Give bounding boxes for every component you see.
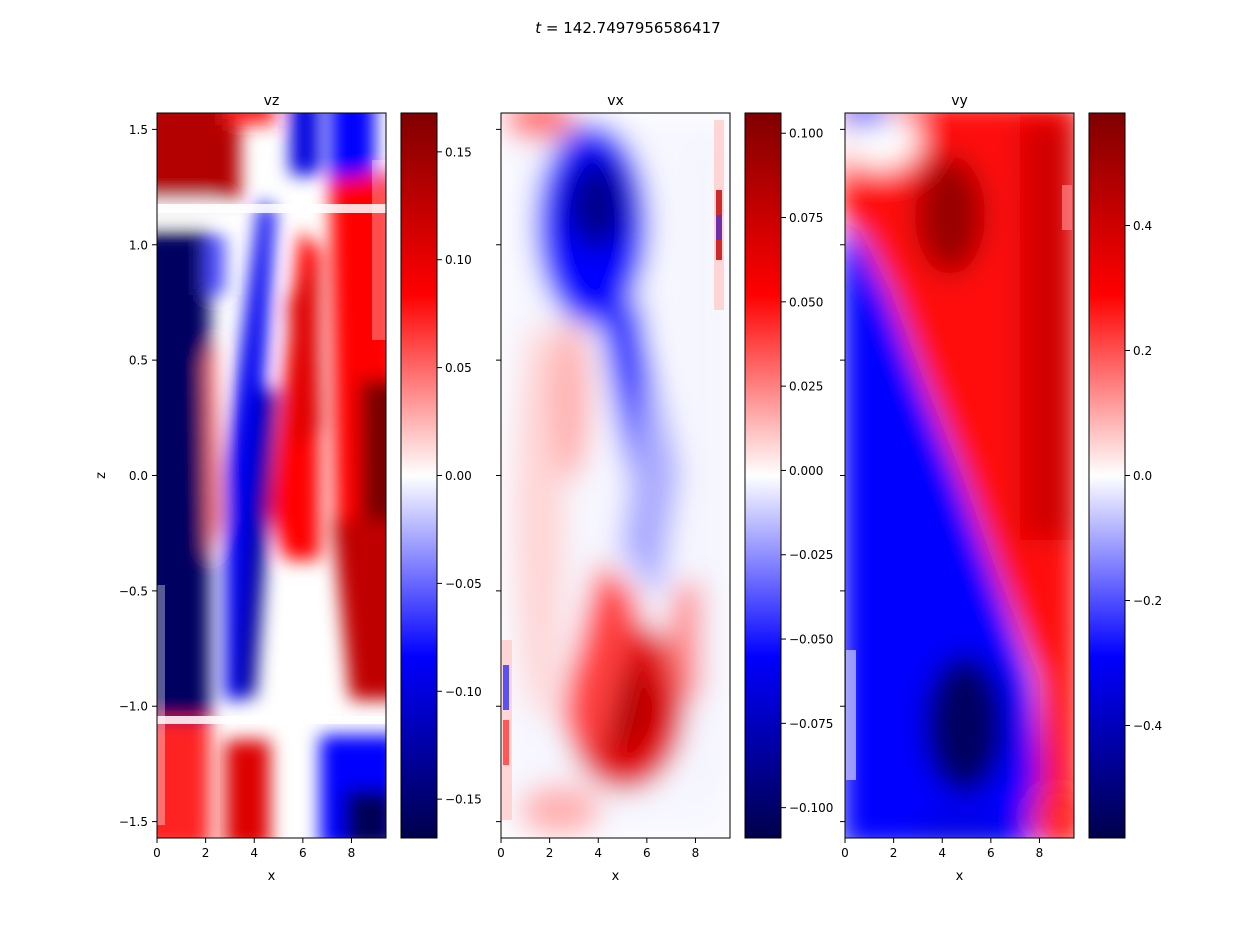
colorbar-tick-label: 0.075 [789,211,823,225]
x-tick-label: 4 [938,846,946,860]
colorbar-ticks-vx: −0.100 −0.075 −0.050 −0.025 0.000 0.025 0.050 0… [781,127,833,815]
y-ticks-vy [840,128,845,823]
y-tick-label: 0.5 [129,354,148,368]
y-tick-label: 1.0 [129,238,148,252]
x-tick-label: 2 [890,846,898,860]
panel-vz: vz [94,93,482,884]
x-tick-label: 0 [497,846,505,860]
colorbar-tick-label: 0.025 [789,380,823,394]
colorbar-ticks-vy: −0.4 −0.2 0.0 0.2 0.4 [1125,219,1162,733]
x-tick-label: 4 [250,846,258,860]
y-axis-label-vz: z [94,472,109,479]
x-tick-label: 0 [841,846,849,860]
suptitle-value: = 142.7497956586417 [541,19,721,37]
x-ticks-vy: 0 2 4 6 8 [841,838,1043,860]
y-tick-label: −1.5 [119,815,148,829]
x-tick-label: 6 [987,846,995,860]
colorbar-tick-label: 0.2 [1133,344,1152,358]
colorbar-vz [400,112,438,839]
panel-vx: vx [496,93,833,884]
colorbar-tick-label: −0.05 [445,577,482,591]
x-tick-label: 8 [348,846,356,860]
colorbar-vx [744,112,782,839]
x-tick-label: 2 [546,846,554,860]
colorbar-tick-label: −0.050 [789,633,833,647]
panel-title-vz: vz [264,93,280,109]
colorbar-tick-label: −0.075 [789,717,833,731]
colorbar-tick-label: −0.2 [1133,594,1162,608]
colorbar-ticks-vz: −0.15 −0.10 −0.05 0.00 0.05 0.10 0.15 [437,145,482,807]
colorbar-tick-label: 0.00 [445,469,472,483]
panel-vy: vy 0 2 4 6 8 x −0.4 −0.2 0.0 0.2 0.4 [840,93,1162,884]
heatmap-vx [501,113,730,838]
x-tick-label: 6 [643,846,651,860]
y-tick-label: −1.0 [119,700,148,714]
heatmap-vz [157,113,386,838]
x-tick-label: 0 [153,846,161,860]
colorbar-tick-label: −0.15 [445,793,482,807]
figure-suptitle: t = 142.7497956586417 [535,19,720,37]
x-ticks-vx: 0 2 4 6 8 [497,838,699,860]
colorbar-tick-label: 0.15 [445,145,472,159]
colorbar-tick-label: 0.050 [789,295,823,309]
x-axis-label-vz: x [268,869,276,884]
colorbar-tick-label: 0.4 [1133,219,1152,233]
x-tick-label: 8 [692,846,700,860]
x-axis-label-vy: x [956,869,964,884]
colorbar-tick-label: 0.10 [445,253,472,267]
panel-title-vy: vy [951,93,968,109]
y-tick-label: 0.0 [129,469,148,483]
colorbar-tick-label: −0.10 [445,685,482,699]
panel-title-vx: vx [607,93,624,109]
heatmap-vy [845,113,1074,838]
x-tick-label: 2 [202,846,210,860]
colorbar-tick-label: −0.025 [789,548,833,562]
y-ticks-vz: −1.5 −1.0 −0.5 0.0 0.5 1.0 1.5 [119,123,157,829]
colorbar-tick-label: 0.0 [1133,469,1152,483]
x-tick-label: 4 [594,846,602,860]
y-tick-label: −0.5 [119,584,148,598]
y-ticks-vx [496,128,501,823]
suptitle-variable: t [535,19,542,37]
colorbar-vy [1088,112,1126,839]
colorbar-tick-label: −0.4 [1133,719,1162,733]
colorbar-tick-label: −0.100 [789,801,833,815]
colorbar-tick-label: 0.000 [789,464,823,478]
x-tick-label: 6 [299,846,307,860]
x-axis-label-vx: x [612,869,620,884]
colorbar-tick-label: 0.05 [445,361,472,375]
colorbar-tick-label: 0.100 [789,127,823,141]
x-tick-label: 8 [1036,846,1044,860]
y-tick-label: 1.5 [129,123,148,137]
x-ticks-vz: 0 2 4 6 8 [153,838,355,860]
